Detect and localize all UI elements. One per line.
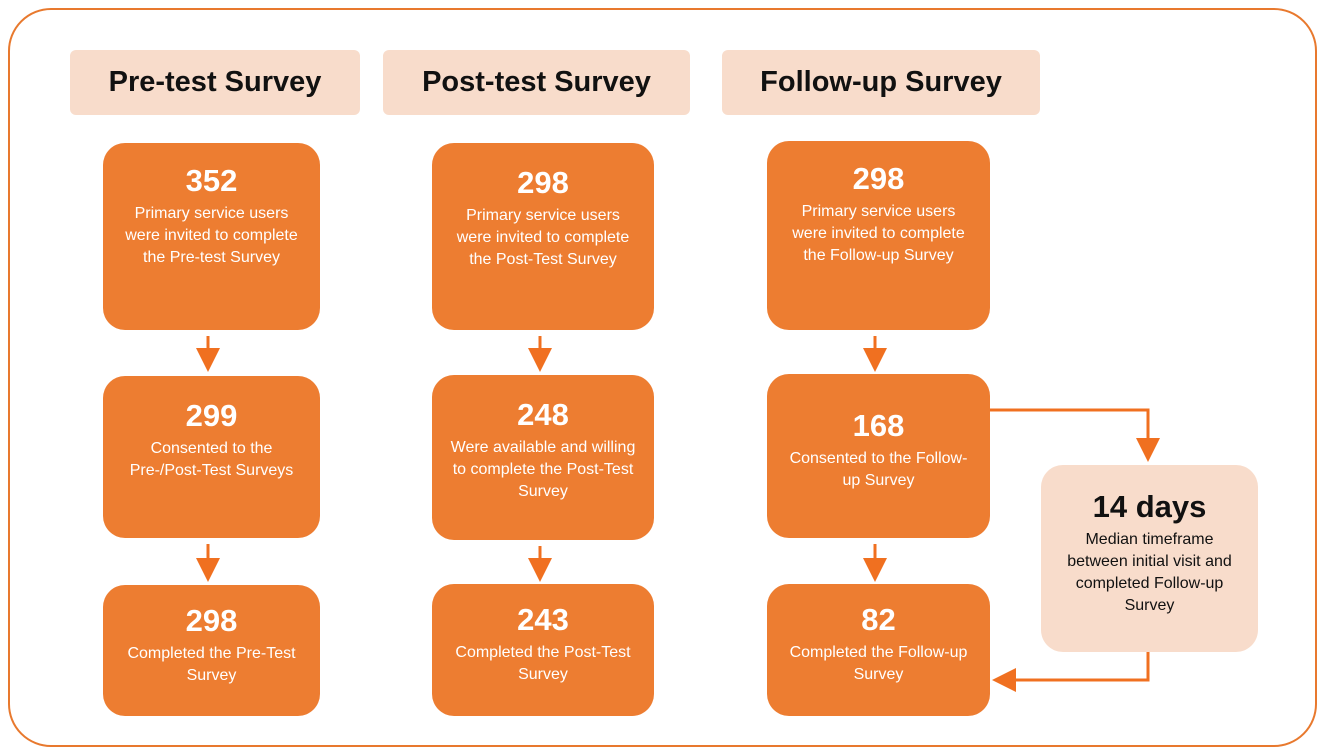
count: 298: [185, 603, 238, 638]
count: 243: [517, 602, 569, 637]
note-box: 14 days Median timeframe between initial …: [1041, 465, 1258, 652]
count: 298: [517, 165, 569, 200]
flow-box: 352 Primary service users were invited to…: [103, 143, 320, 330]
arrow: [992, 652, 1150, 692]
description: Completed the Post-Test Survey: [455, 644, 631, 683]
description: Consented to the Pre-/Post-Test Surveys: [129, 440, 294, 479]
flow-box: 248 Were available and willing to complet…: [432, 375, 654, 540]
flow-box: 243 Completed the Post-Test Survey: [432, 584, 654, 716]
count: 352: [185, 163, 238, 198]
flow-box: 298 Completed the Pre-Test Survey: [103, 585, 320, 716]
flow-box: 82 Completed the Follow-up Survey: [767, 584, 990, 716]
description: Primary service users were invited to co…: [125, 205, 298, 266]
count: 298: [852, 161, 905, 196]
arrow: [990, 408, 1160, 462]
description: Median timeframe between initial visit a…: [1067, 531, 1232, 614]
count: 82: [861, 602, 896, 637]
count: 168: [852, 408, 905, 443]
outer-border: [8, 8, 1317, 747]
description: Primary service users were invited to co…: [456, 207, 630, 268]
description: Consented to the Follow-up Survey: [789, 450, 968, 489]
flow-box: 298 Primary service users were invited to…: [767, 141, 990, 330]
column-header: Follow-up Survey: [722, 50, 1040, 115]
description: Completed the Pre-Test Survey: [127, 645, 296, 684]
flow-box: 299 Consented to the Pre-/Post-Test Surve…: [103, 376, 320, 538]
description: Primary service users were invited to co…: [792, 203, 965, 264]
column-header: Pre-test Survey: [70, 50, 360, 115]
column-header: Post-test Survey: [383, 50, 690, 115]
duration: 14 days: [1092, 489, 1207, 524]
flow-box: 168 Consented to the Follow-up Survey: [767, 374, 990, 538]
description: Completed the Follow-up Survey: [789, 644, 968, 683]
description: Were available and willing to complete t…: [450, 439, 636, 500]
count: 299: [185, 398, 238, 433]
count: 248: [517, 397, 569, 432]
flow-box: 298 Primary service users were invited to…: [432, 143, 654, 330]
